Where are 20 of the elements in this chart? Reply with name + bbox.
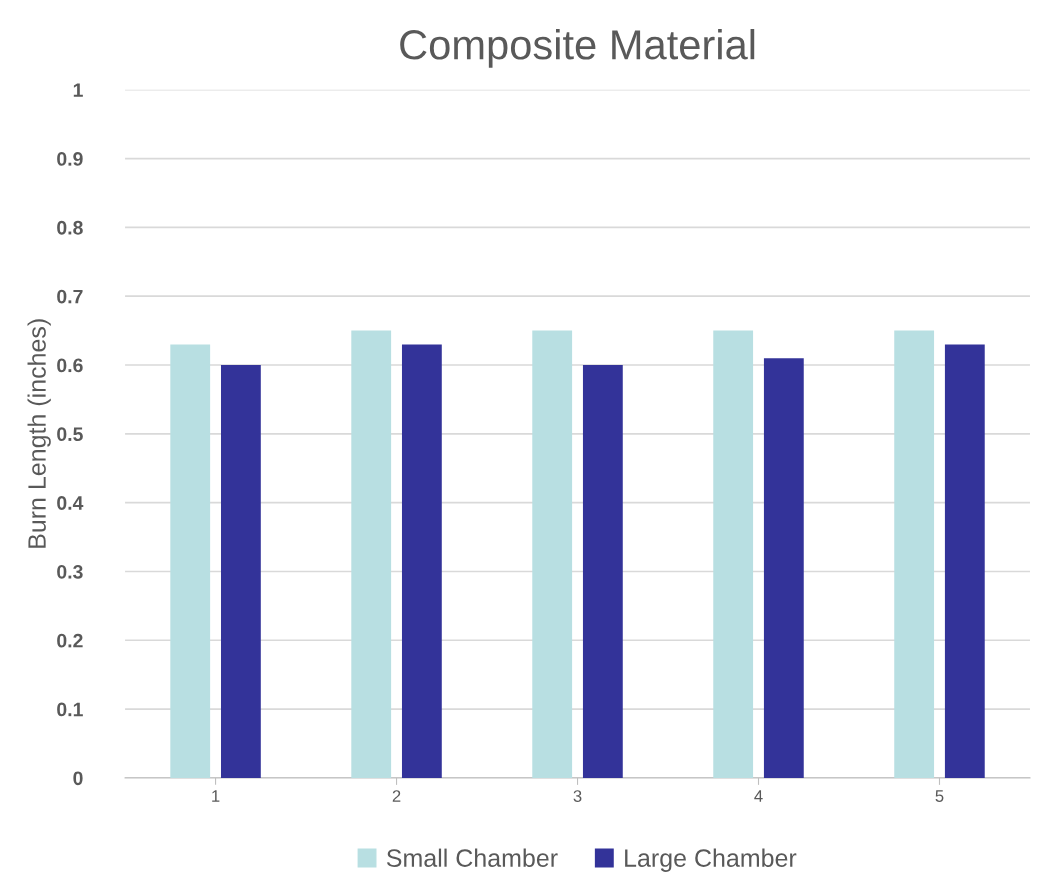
x-tick-label: 5 (935, 790, 944, 802)
x-tick-label: 2 (392, 790, 401, 802)
y-tick-label: 0.1 (57, 702, 83, 717)
y-axis-title: Burn Length (inches) (27, 319, 51, 548)
y-tick-label: 0.3 (57, 564, 83, 579)
y-tick-label: 1 (73, 83, 83, 97)
x-tick-label: 3 (573, 790, 582, 802)
y-tick-label: 0.6 (57, 358, 83, 373)
y-tick-label: 0 (73, 771, 83, 786)
y-tick-label: 0.2 (57, 633, 83, 648)
x-tick-label: 4 (754, 790, 763, 802)
y-tick-label: 0.8 (57, 220, 83, 235)
legend-label: Small Chamber (386, 848, 558, 867)
y-tick-label: 0.7 (57, 289, 83, 304)
y-tick-label: 0.5 (57, 427, 83, 442)
x-tick-label: 1 (212, 790, 220, 802)
legend-label: Large Chamber (625, 848, 797, 872)
chart-title: Composite Material (400, 29, 755, 68)
y-tick-label: 0.4 (57, 496, 84, 510)
y-tick-label: 0.9 (57, 152, 83, 166)
